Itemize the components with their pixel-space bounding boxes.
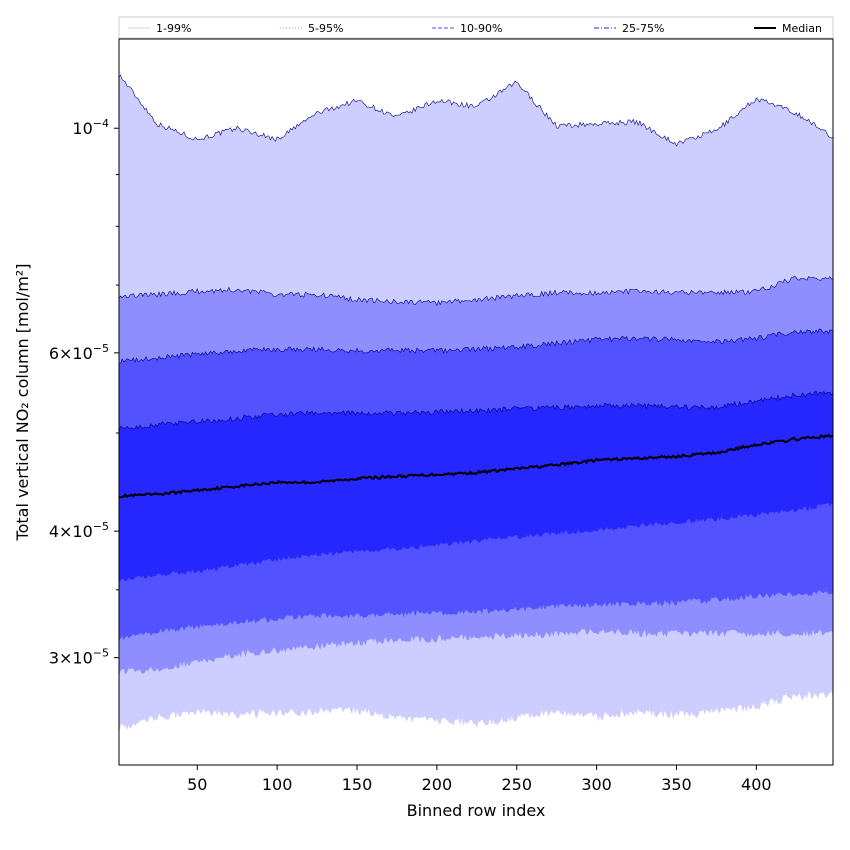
x-axis-label: Binned row index	[407, 801, 546, 820]
x-tick-label: 50	[187, 775, 207, 794]
x-tick-label: 300	[581, 775, 612, 794]
legend-label-1-99%: 1-99%	[156, 22, 191, 35]
x-tick-label: 200	[422, 775, 453, 794]
legend-label-25-75%: 25-75%	[622, 22, 664, 35]
y-axis-label: Total vertical NO₂ column [mol/m²]	[13, 264, 32, 542]
band-upper-edge-25-75%	[119, 390, 833, 432]
x-tick-label: 150	[342, 775, 373, 794]
band-upper-edge-1-99%	[119, 74, 833, 147]
median-layer	[119, 433, 833, 499]
band-upper-edge-10-90%	[119, 328, 833, 365]
y-tick-label: 3×10−5	[49, 647, 109, 668]
x-axis: 50 100 150 200 250 300 350 400	[187, 765, 772, 794]
legend-frame	[118, 16, 834, 39]
band-upper-edge-5-95%	[119, 275, 833, 307]
legend-label-10-90%: 10-90%	[460, 22, 502, 35]
legend-label-Median: Median	[782, 22, 822, 35]
x-tick-label: 100	[262, 775, 293, 794]
y-tick-label: 6×10−5	[49, 342, 109, 363]
median-line	[119, 433, 833, 499]
x-tick-label: 400	[741, 775, 772, 794]
legend-label-5-95%: 5-95%	[308, 22, 343, 35]
bands	[119, 74, 833, 734]
legend: 1-99% 5-95% 10-90% 25-75% Median	[118, 16, 834, 39]
y-tick-label: 10−4	[72, 117, 109, 138]
x-tick-label: 350	[661, 775, 692, 794]
plot-frame	[118, 38, 834, 766]
y-tick-label: 4×10−5	[49, 520, 109, 541]
y-axis: 10−4 6×10−5 4×10−5 3×10−5	[49, 117, 119, 668]
band-25-75%	[119, 391, 833, 583]
x-tick-label: 250	[501, 775, 532, 794]
